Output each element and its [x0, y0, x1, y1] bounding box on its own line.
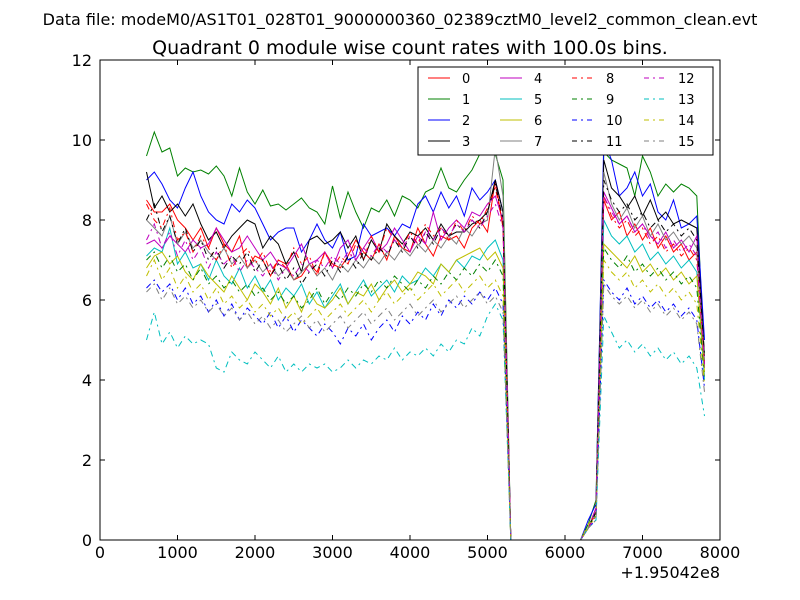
- series-line-9: [146, 246, 705, 540]
- x-tick-label: 8000: [700, 543, 741, 562]
- legend-label-2: 2: [462, 114, 470, 129]
- y-tick-label: 12: [72, 51, 92, 70]
- series-line-6: [146, 242, 705, 540]
- x-tick-label: 7000: [622, 543, 663, 562]
- legend-label-12: 12: [678, 72, 695, 87]
- legend-label-7: 7: [534, 135, 542, 150]
- x-tick-label: 0: [95, 543, 105, 562]
- x-tick-label: 2000: [235, 543, 276, 562]
- series-line-13: [146, 302, 705, 540]
- series-line-4: [146, 191, 705, 540]
- y-tick-label: 4: [82, 371, 92, 390]
- y-tick-label: 6: [82, 291, 92, 310]
- y-tick-label: 0: [82, 531, 92, 550]
- legend-label-14: 14: [678, 114, 695, 129]
- legend-label-8: 8: [606, 72, 614, 87]
- x-offset-label: +1.95042e8: [620, 563, 720, 582]
- series-line-5: [146, 219, 705, 540]
- legend-label-4: 4: [534, 72, 542, 87]
- y-tick-label: 2: [82, 451, 92, 470]
- series-line-3: [146, 159, 705, 540]
- legend-label-1: 1: [462, 93, 470, 108]
- legend-label-10: 10: [606, 114, 623, 129]
- series-layer: [146, 130, 705, 540]
- legend-label-9: 9: [606, 93, 614, 108]
- legend-box: [417, 66, 714, 156]
- series-line-15: [146, 282, 705, 540]
- y-tick-label: 10: [72, 131, 92, 150]
- series-line-12: [146, 195, 705, 540]
- legend-label-0: 0: [462, 72, 470, 87]
- x-tick-label: 3000: [312, 543, 353, 562]
- series-line-8: [146, 186, 705, 540]
- legend-label-15: 15: [678, 135, 695, 150]
- series-line-14: [146, 258, 705, 540]
- legend-label-13: 13: [678, 93, 695, 108]
- legend-label-6: 6: [534, 114, 542, 129]
- x-tick-label: 6000: [545, 543, 586, 562]
- legend-label-11: 11: [606, 135, 623, 150]
- x-tick-label: 4000: [390, 543, 431, 562]
- x-tick-label: 5000: [467, 543, 508, 562]
- series-line-2: [146, 139, 705, 540]
- legend-label-5: 5: [534, 93, 542, 108]
- y-tick-label: 8: [82, 211, 92, 230]
- x-axis: 0 1000 2000 3000 4000 5000 6000 7000 8000: [95, 60, 740, 562]
- chart-title: Quadrant 0 module wise count rates with …: [152, 37, 668, 59]
- legend-label-3: 3: [462, 135, 470, 150]
- suptitle: Data file: modeM0/AS1T01_028T01_90000003…: [43, 10, 758, 30]
- x-tick-label: 1000: [157, 543, 198, 562]
